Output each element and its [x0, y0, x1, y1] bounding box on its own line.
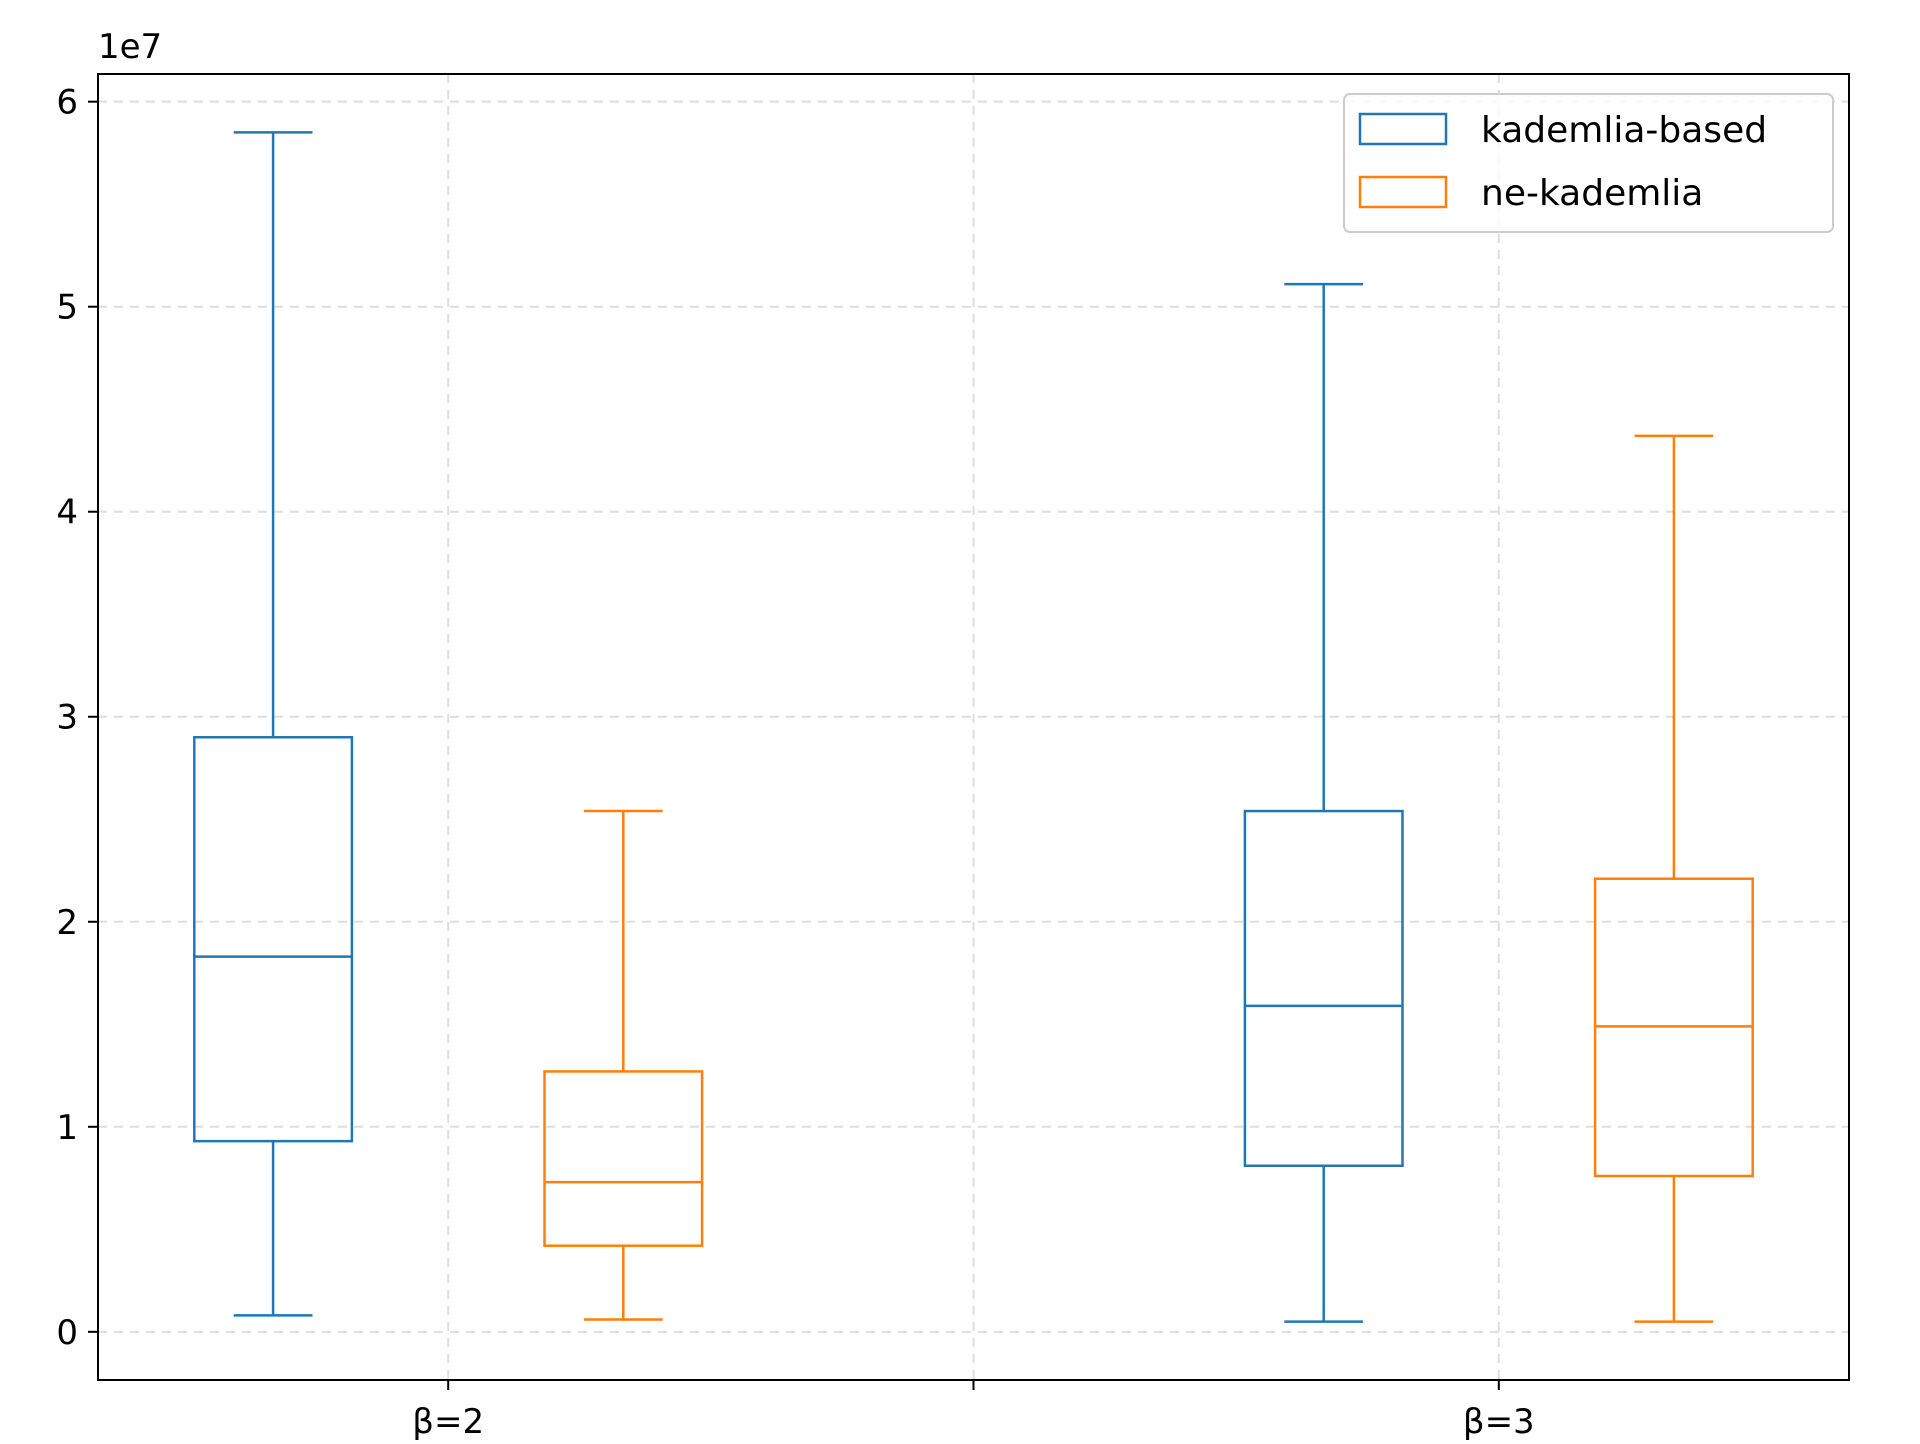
box-series [193, 131, 1754, 1323]
x-tick-label: β=3 [1463, 1402, 1535, 1440]
y-tick-label: 4 [56, 493, 78, 533]
box-iqr [543, 1070, 704, 1247]
legend-swatch [1358, 112, 1448, 146]
grid-lines [98, 74, 1849, 1380]
legend: kademlia-based ne-kademlia [1343, 93, 1834, 233]
y-tick-label: 0 [56, 1313, 78, 1353]
legend-frame [1343, 93, 1834, 233]
y-tick-label: 3 [56, 698, 78, 738]
y-tick-label: 6 [56, 83, 78, 123]
legend-label: ne-kademlia [1481, 173, 1703, 214]
y-tick-label: 5 [56, 288, 78, 328]
y-axis-offset-label: 1e7 [98, 27, 162, 67]
axis-ticks: 0 1 2 3 4 5 6 β=2 β=3 [56, 83, 1535, 1442]
box-iqr [193, 736, 354, 1143]
legend-swatch [1358, 175, 1448, 209]
x-tick-label: β=2 [412, 1402, 484, 1440]
box-iqr [1243, 809, 1404, 1168]
legend-label: kademlia-based [1481, 110, 1767, 151]
y-tick-label: 2 [56, 903, 78, 943]
y-tick-label: 1 [56, 1108, 78, 1148]
